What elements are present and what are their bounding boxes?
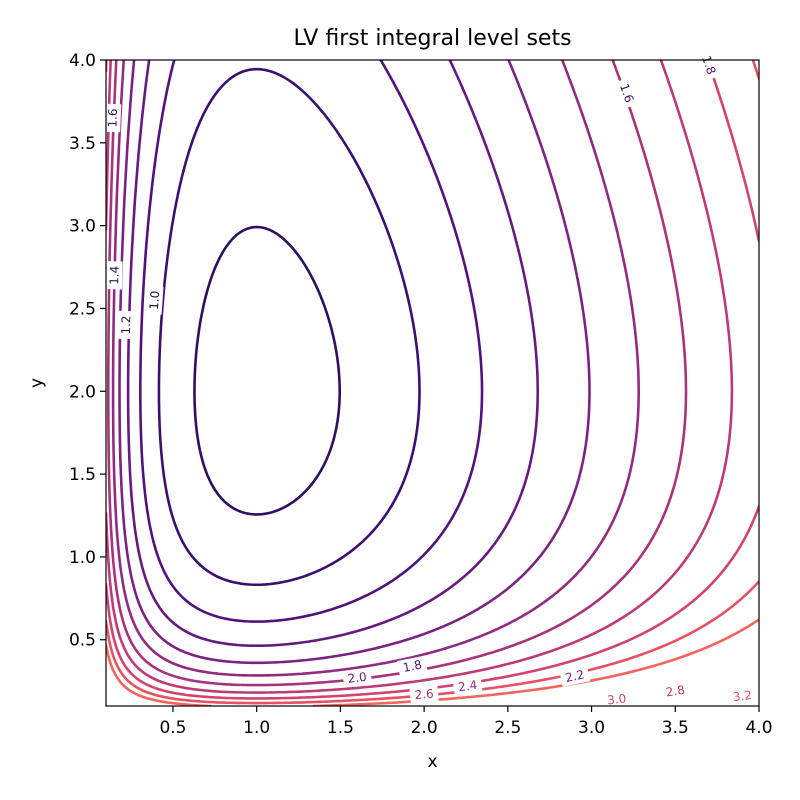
contour-label-text: 1.4 bbox=[107, 266, 121, 285]
contour-label-backing bbox=[727, 686, 758, 706]
contour-level-1-4 bbox=[193, 225, 341, 516]
y-tick-label: 3.0 bbox=[69, 217, 96, 237]
contour-label-5: 1.8 bbox=[696, 49, 721, 81]
contour-label-12: 3.0 bbox=[601, 690, 632, 709]
contour-label-text: 2.4 bbox=[457, 678, 478, 694]
x-axis-ticks: 0.5 1.0 1.5 2.0 2.5 3.0 3.5 4.0 bbox=[159, 706, 773, 738]
x-axis-label: x bbox=[427, 752, 437, 772]
x-tick-label: 0.5 bbox=[159, 718, 186, 738]
contour-label-text: 2.2 bbox=[564, 667, 586, 685]
plot-frame bbox=[105, 59, 760, 707]
contour-label-10: 2.6 bbox=[409, 685, 439, 704]
contour-level-2-6 bbox=[106, 60, 688, 687]
y-axis-ticks: 0.5 1.0 1.5 2.0 2.5 3.0 3.5 4.0 bbox=[69, 51, 106, 651]
contour-label-0: 1.0 bbox=[145, 285, 164, 315]
contour-label-13: 3.2 bbox=[727, 686, 758, 706]
contour-level-2-4 bbox=[111, 60, 640, 677]
contour-label-backing bbox=[106, 261, 123, 290]
contour-label-backing bbox=[452, 676, 483, 696]
contour-level-2-2 bbox=[118, 60, 591, 665]
contour-lines bbox=[106, 60, 759, 706]
contour-label-backing bbox=[696, 49, 721, 81]
y-tick-label: 0.5 bbox=[69, 631, 96, 651]
x-tick-label: 1.0 bbox=[243, 718, 270, 738]
y-tick-label: 1.0 bbox=[69, 548, 96, 568]
contour-label-text: 2.0 bbox=[347, 670, 368, 686]
contour-label-6: 1.8 bbox=[397, 655, 428, 677]
contour-label-backing bbox=[145, 285, 164, 315]
x-tick-label: 3.5 bbox=[662, 718, 689, 738]
contour-label-text: 1.8 bbox=[402, 658, 423, 675]
y-tick-label: 4.0 bbox=[69, 51, 96, 71]
x-tick-label: 2.0 bbox=[411, 718, 438, 738]
x-tick-label: 3.0 bbox=[578, 718, 605, 738]
y-axis-label: y bbox=[27, 378, 47, 388]
contour-level-3 bbox=[106, 60, 759, 700]
contour-label-text: 2.8 bbox=[665, 683, 686, 700]
contour-label-backing bbox=[601, 690, 632, 709]
chart-title: LV first integral level sets bbox=[293, 26, 571, 51]
contour-label-backing bbox=[117, 310, 135, 340]
contour-label-9: 2.4 bbox=[452, 676, 483, 696]
contour-label-2: 1.4 bbox=[106, 261, 123, 290]
contour-level-1-6 bbox=[157, 67, 421, 587]
contour-level-2 bbox=[126, 60, 540, 647]
contour-label-backing bbox=[660, 681, 691, 702]
contour-label-text: 1.6 bbox=[617, 82, 637, 105]
contour-labels: 1.0 1.2 1.4 1.6 1.6 1.8 1.8 2.0 2.2 2.4 2.6 2.8 3.0 3… bbox=[104, 49, 758, 709]
contour-label-backing bbox=[559, 665, 591, 687]
x-tick-label: 1.5 bbox=[327, 718, 354, 738]
contour-label-11: 2.8 bbox=[660, 681, 691, 702]
contour-label-4: 1.6 bbox=[614, 77, 639, 109]
contour-label-text: 1.0 bbox=[147, 290, 162, 310]
plot-area bbox=[106, 60, 759, 706]
contour-label-text: 3.2 bbox=[732, 688, 753, 704]
contour-label-text: 2.6 bbox=[414, 687, 434, 703]
contour-level-1-8 bbox=[139, 60, 484, 623]
contour-label-text: 1.8 bbox=[699, 54, 718, 77]
contour-level-3-4 bbox=[106, 618, 759, 706]
x-tick-label: 2.5 bbox=[494, 718, 521, 738]
contour-label-3: 1.6 bbox=[104, 103, 122, 133]
contour-label-text: 3.0 bbox=[606, 691, 626, 707]
contour-label-7: 2.0 bbox=[342, 668, 373, 688]
y-tick-label: 3.5 bbox=[69, 134, 96, 154]
contour-label-1: 1.2 bbox=[117, 310, 135, 340]
contour-level-3-2 bbox=[106, 60, 759, 705]
contour-label-text: 1.6 bbox=[105, 108, 120, 128]
contour-label-backing bbox=[104, 103, 122, 133]
y-tick-label: 2.0 bbox=[69, 382, 96, 402]
y-tick-label: 2.5 bbox=[69, 299, 96, 319]
contour-label-backing bbox=[397, 655, 428, 677]
contour-label-8: 2.2 bbox=[559, 665, 591, 687]
contour-label-backing bbox=[409, 685, 439, 704]
contour-label-text: 1.2 bbox=[119, 315, 133, 334]
y-tick-label: 1.5 bbox=[69, 465, 96, 485]
x-tick-label: 4.0 bbox=[745, 718, 772, 738]
contour-label-backing bbox=[614, 77, 639, 109]
contour-label-backing bbox=[342, 668, 373, 688]
